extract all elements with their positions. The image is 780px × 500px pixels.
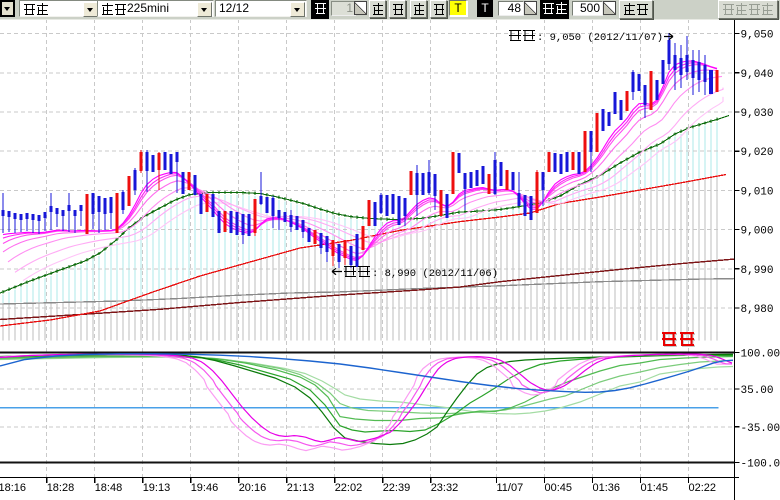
svg-text:-35.00: -35.00: [741, 423, 780, 435]
svg-text:22:02: 22:02: [335, 482, 363, 494]
svg-text:9,010: 9,010: [741, 186, 774, 198]
svg-text:100.00: 100.00: [741, 349, 780, 361]
svg-text:19:46: 19:46: [191, 482, 219, 494]
svg-text:22:39: 22:39: [383, 482, 411, 494]
svg-text:: 8,990 (2012/11/06): : 8,990 (2012/11/06): [372, 268, 498, 280]
svg-text:9,040: 9,040: [741, 69, 774, 81]
svg-text:23:32: 23:32: [431, 482, 459, 494]
svg-text:9,000: 9,000: [741, 226, 774, 238]
svg-text:-100.00: -100.00: [741, 459, 780, 471]
svg-text:18:28: 18:28: [47, 482, 75, 494]
svg-text:9,020: 9,020: [741, 147, 774, 159]
svg-text:01:36: 01:36: [593, 482, 621, 494]
svg-text:00:45: 00:45: [545, 482, 573, 494]
svg-text:8,980: 8,980: [741, 304, 774, 316]
svg-text:9,050: 9,050: [741, 30, 774, 42]
svg-text:02:22: 02:22: [689, 482, 717, 494]
svg-text:20:16: 20:16: [239, 482, 267, 494]
svg-text:19:13: 19:13: [143, 482, 171, 494]
svg-text:18:48: 18:48: [95, 482, 123, 494]
svg-text:: 9,050 (2012/11/07): : 9,050 (2012/11/07): [537, 32, 663, 44]
svg-text:35.00: 35.00: [741, 385, 774, 397]
svg-text:01:45: 01:45: [641, 482, 669, 494]
svg-text:8,990: 8,990: [741, 265, 774, 277]
svg-text:9,030: 9,030: [741, 108, 774, 120]
svg-text:21:13: 21:13: [287, 482, 315, 494]
svg-text:11/07: 11/07: [497, 482, 524, 494]
svg-text:18:16: 18:16: [0, 482, 26, 494]
